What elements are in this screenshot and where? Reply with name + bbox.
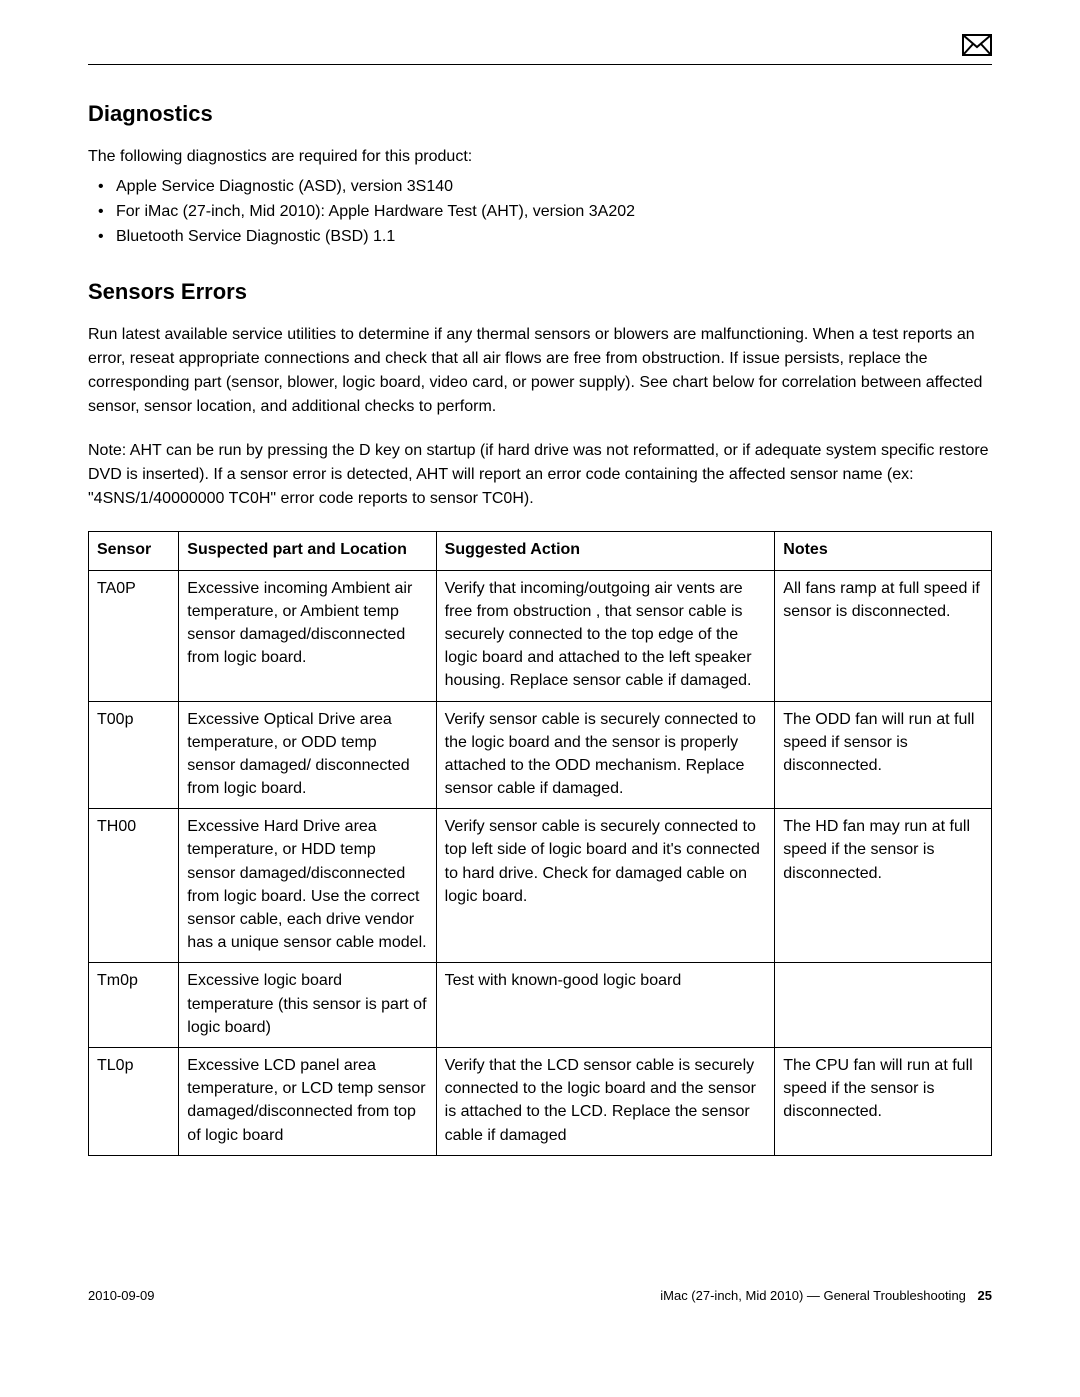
- table-header-row: Sensor Suspected part and Location Sugge…: [89, 532, 992, 570]
- sensor-table: Sensor Suspected part and Location Sugge…: [88, 531, 992, 1155]
- cell-notes: [775, 963, 992, 1048]
- table-row: TA0P Excessive incoming Ambient air temp…: [89, 570, 992, 701]
- col-notes: Notes: [775, 532, 992, 570]
- cell-part: Excessive logic board temperature (this …: [179, 963, 436, 1048]
- table-body: TA0P Excessive incoming Ambient air temp…: [89, 570, 992, 1155]
- cell-action: Verify that the LCD sensor cable is secu…: [436, 1047, 775, 1155]
- sensors-para-1: Run latest available service utilities t…: [88, 323, 992, 419]
- table-row: TL0p Excessive LCD panel area temperatur…: [89, 1047, 992, 1155]
- cell-sensor: T00p: [89, 701, 179, 809]
- cell-notes: All fans ramp at full speed if sensor is…: [775, 570, 992, 701]
- cell-sensor: TL0p: [89, 1047, 179, 1155]
- cell-notes: The HD fan may run at full speed if the …: [775, 809, 992, 963]
- sensors-para-2: Note: AHT can be run by pressing the D k…: [88, 439, 992, 511]
- table-row: T00p Excessive Optical Drive area temper…: [89, 701, 992, 809]
- diag-bullet: Apple Service Diagnostic (ASD), version …: [116, 175, 992, 200]
- col-part: Suspected part and Location: [179, 532, 436, 570]
- header-rule: [88, 64, 992, 65]
- cell-sensor: TA0P: [89, 570, 179, 701]
- cell-action: Verify sensor cable is securely connecte…: [436, 701, 775, 809]
- cell-part: Excessive LCD panel area temperature, or…: [179, 1047, 436, 1155]
- cell-action: Verify that incoming/outgoing air vents …: [436, 570, 775, 701]
- cell-notes: The ODD fan will run at full speed if se…: [775, 701, 992, 809]
- cell-sensor: TH00: [89, 809, 179, 963]
- diagnostics-list: Apple Service Diagnostic (ASD), version …: [88, 175, 992, 249]
- diagnostics-intro: The following diagnostics are required f…: [88, 145, 992, 169]
- table-row: TH00 Excessive Hard Drive area temperatu…: [89, 809, 992, 963]
- col-sensor: Sensor: [89, 532, 179, 570]
- page-footer: 2010-09-09 iMac (27-inch, Mid 2010) — Ge…: [0, 1216, 1080, 1303]
- col-action: Suggested Action: [436, 532, 775, 570]
- footer-doc: iMac (27-inch, Mid 2010) — General Troub…: [660, 1288, 992, 1303]
- footer-page-number: 25: [978, 1288, 992, 1303]
- sensors-heading: Sensors Errors: [88, 279, 992, 305]
- cell-notes: The CPU fan will run at full speed if th…: [775, 1047, 992, 1155]
- mail-icon: [962, 34, 992, 56]
- cell-part: Excessive Optical Drive area temperature…: [179, 701, 436, 809]
- page: Diagnostics The following diagnostics ar…: [0, 0, 1080, 1216]
- diag-bullet: Bluetooth Service Diagnostic (BSD) 1.1: [116, 225, 992, 250]
- diag-bullet: For iMac (27-inch, Mid 2010): Apple Hard…: [116, 200, 992, 225]
- diagnostics-heading: Diagnostics: [88, 101, 992, 127]
- footer-doc-title: iMac (27-inch, Mid 2010) — General Troub…: [660, 1288, 966, 1303]
- table-row: Tm0p Excessive logic board temperature (…: [89, 963, 992, 1048]
- cell-part: Excessive incoming Ambient air temperatu…: [179, 570, 436, 701]
- cell-part: Excessive Hard Drive area temperature, o…: [179, 809, 436, 963]
- cell-action: Verify sensor cable is securely connecte…: [436, 809, 775, 963]
- cell-sensor: Tm0p: [89, 963, 179, 1048]
- footer-date: 2010-09-09: [88, 1288, 155, 1303]
- cell-action: Test with known-good logic board: [436, 963, 775, 1048]
